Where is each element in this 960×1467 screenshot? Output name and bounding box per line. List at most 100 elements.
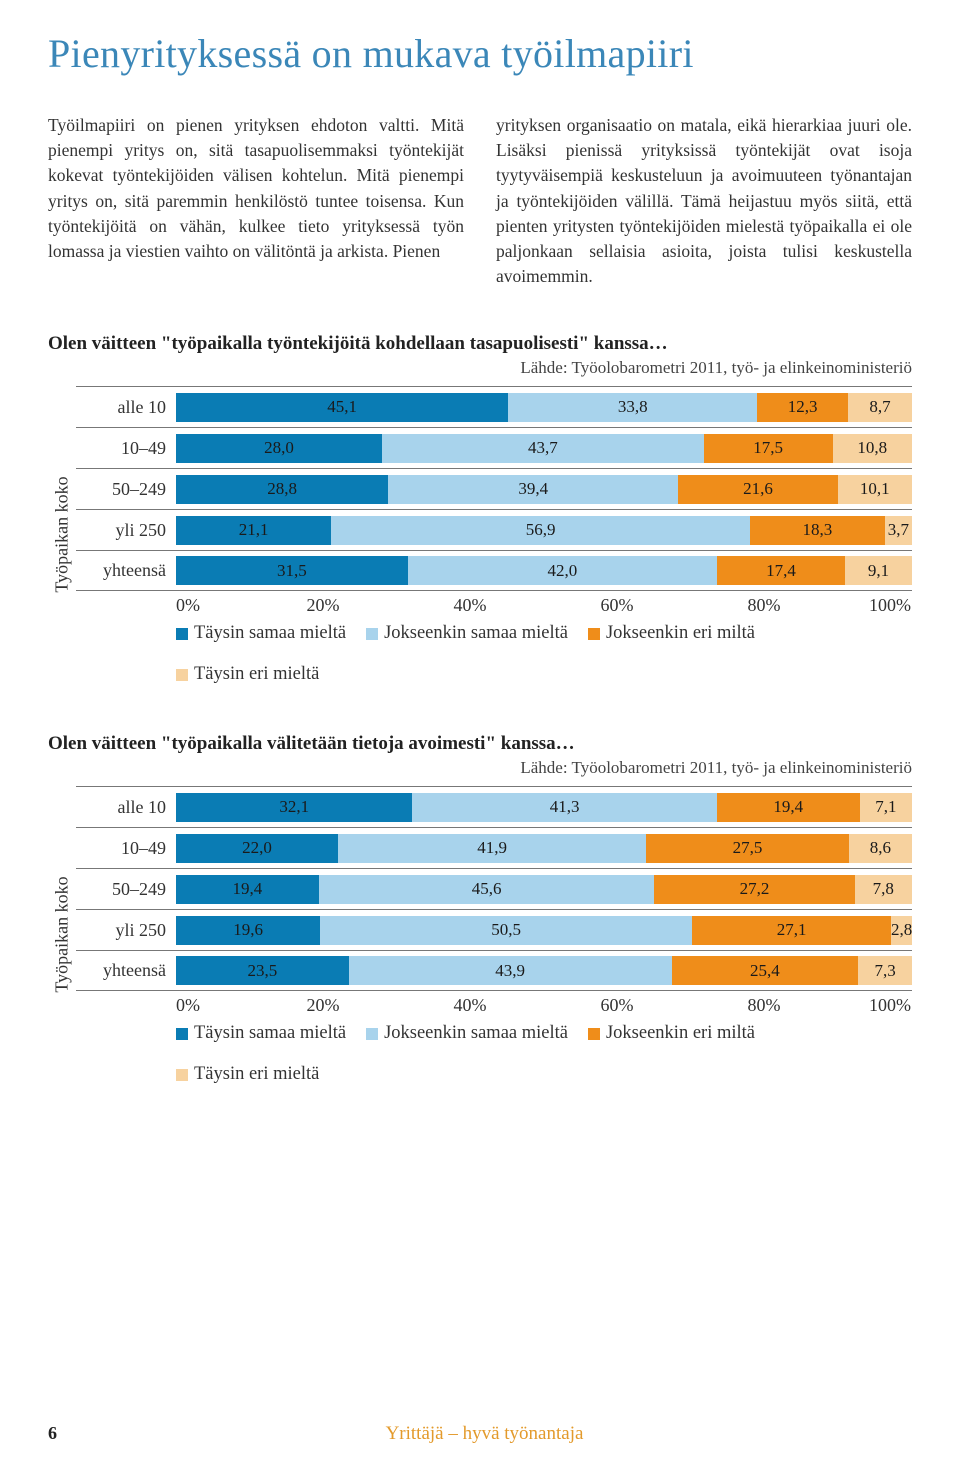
legend-label: Jokseenkin samaa mieltä xyxy=(384,1023,568,1044)
chart-1-bar-row: 45,133,812,38,7 xyxy=(176,386,912,427)
chart-1-y-axis: Työpaikan koko xyxy=(48,384,76,685)
chart-1-row-label: alle 10 xyxy=(76,386,176,427)
chart-1-legend-item: Jokseenkin samaa mieltä xyxy=(366,623,568,644)
chart-1-segment: 9,1 xyxy=(845,556,912,585)
chart-1-segment: 18,3 xyxy=(750,516,885,545)
chart-2-row-label: alle 10 xyxy=(76,786,176,827)
chart-2-legend-item: Täysin samaa mieltä xyxy=(176,1023,346,1044)
page-footer: 6 Yrittäjä – hyvä työnantaja xyxy=(48,1423,912,1445)
chart-2-segment: 7,8 xyxy=(855,875,912,904)
chart-2-segment: 19,6 xyxy=(176,916,320,945)
chart-2-segment: 27,1 xyxy=(692,916,891,945)
chart-2-legend-item: Jokseenkin eri miltä xyxy=(588,1023,755,1044)
chart-2-source: Lähde: Työolobarometri 2011, työ- ja eli… xyxy=(48,758,912,778)
chart-2-segment: 2,8 xyxy=(891,916,912,945)
chart-2-bar-row: 22,041,927,58,6 xyxy=(176,827,912,868)
chart-1-row-label: 10–49 xyxy=(76,427,176,468)
chart-1-segment: 17,5 xyxy=(704,434,833,463)
legend-label: Täysin eri mieltä xyxy=(194,1064,319,1085)
chart-2-bar-row: 19,445,627,27,8 xyxy=(176,868,912,909)
chart-2-y-axis-label: Työpaikan koko xyxy=(52,877,73,993)
chart-1-bar-row: 28,043,717,510,8 xyxy=(176,427,912,468)
chart-1-bar-row: 21,156,918,33,7 xyxy=(176,509,912,550)
legend-swatch xyxy=(176,669,188,681)
chart-1-title: Olen väitteen "työpaikalla työntekijöitä… xyxy=(48,333,912,355)
legend-label: Täysin samaa mieltä xyxy=(194,1023,346,1044)
chart-1-segment: 10,1 xyxy=(838,475,912,504)
chart-2-segment: 22,0 xyxy=(176,834,338,863)
page: Pienyrityksessä on mukava työilmapiiri T… xyxy=(0,0,960,1467)
chart-1-bar-row: 28,839,421,610,1 xyxy=(176,468,912,509)
legend-swatch xyxy=(366,1028,378,1040)
chart-1-y-axis-label: Työpaikan koko xyxy=(52,477,73,593)
chart-1-segment: 56,9 xyxy=(331,516,750,545)
chart-1-segment: 28,0 xyxy=(176,434,382,463)
chart-2-bar-row: 19,650,527,12,8 xyxy=(176,909,912,950)
chart-2-row-labels: alle 1010–4950–249yli 250yhteensä xyxy=(76,784,176,1085)
legend-label: Jokseenkin eri miltä xyxy=(606,1023,755,1044)
chart-1-segment: 43,7 xyxy=(382,434,704,463)
chart-1-row-label: yli 250 xyxy=(76,509,176,550)
chart-1-segment: 10,8 xyxy=(833,434,912,463)
legend-swatch xyxy=(176,628,188,640)
chart-1-segment: 28,8 xyxy=(176,475,388,504)
chart-2-bar-row: 32,141,319,47,1 xyxy=(176,786,912,827)
chart-2-segment: 27,2 xyxy=(654,875,854,904)
chart-2-segment: 19,4 xyxy=(176,875,319,904)
chart-2: Olen väitteen "työpaikalla välitetään ti… xyxy=(48,733,912,1085)
chart-2-bar-row: 23,543,925,47,3 xyxy=(176,950,912,991)
chart-1-segment: 39,4 xyxy=(388,475,678,504)
chart-1-row-label: 50–249 xyxy=(76,468,176,509)
page-title: Pienyrityksessä on mukava työilmapiiri xyxy=(48,30,912,77)
chart-2-segment: 19,4 xyxy=(717,793,860,822)
chart-2-legend-item: Jokseenkin samaa mieltä xyxy=(366,1023,568,1044)
legend-label: Jokseenkin eri miltä xyxy=(606,623,755,644)
chart-1-segment: 45,1 xyxy=(176,393,508,422)
body-text-right: yrityksen organisaatio on matala, eikä h… xyxy=(496,113,912,289)
legend-swatch xyxy=(176,1028,188,1040)
chart-1-segment: 12,3 xyxy=(757,393,848,422)
chart-1-segment: 33,8 xyxy=(508,393,757,422)
chart-1-source: Lähde: Työolobarometri 2011, työ- ja eli… xyxy=(48,358,912,378)
chart-2-segment: 50,5 xyxy=(320,916,692,945)
legend-label: Jokseenkin samaa mieltä xyxy=(384,623,568,644)
body-text-columns: Työilmapiiri on pienen yrityksen ehdoton… xyxy=(48,113,912,289)
chart-2-x-axis: 0%20%40%60%80%100% xyxy=(176,991,912,995)
chart-2-row-label: yli 250 xyxy=(76,909,176,950)
chart-2-segment: 8,6 xyxy=(849,834,912,863)
chart-1-body: Työpaikan koko alle 1010–4950–249yli 250… xyxy=(48,384,912,685)
chart-2-segment: 23,5 xyxy=(176,956,349,985)
chart-1-legend-item: Täysin eri mieltä xyxy=(176,664,319,685)
chart-2-y-axis: Työpaikan koko xyxy=(48,784,76,1085)
chart-2-title: Olen väitteen "työpaikalla välitetään ti… xyxy=(48,733,912,755)
chart-2-legend-item: Täysin eri mieltä xyxy=(176,1064,319,1085)
chart-2-legend: Täysin samaa mieltä Jokseenkin samaa miel… xyxy=(176,1023,912,1085)
chart-1-segment: 8,7 xyxy=(848,393,912,422)
chart-2-segment: 25,4 xyxy=(672,956,859,985)
chart-1-segment: 42,0 xyxy=(408,556,717,585)
chart-2-segment: 45,6 xyxy=(319,875,655,904)
chart-1-segment: 31,5 xyxy=(176,556,408,585)
chart-2-segment: 43,9 xyxy=(349,956,672,985)
chart-2-row-label: 10–49 xyxy=(76,827,176,868)
chart-1-segment: 3,7 xyxy=(885,516,912,545)
chart-1-legend-item: Jokseenkin eri miltä xyxy=(588,623,755,644)
chart-2-row-label: 50–249 xyxy=(76,868,176,909)
chart-2-segment: 27,5 xyxy=(646,834,848,863)
chart-2-segment: 32,1 xyxy=(176,793,412,822)
legend-swatch xyxy=(366,628,378,640)
body-text-left: Työilmapiiri on pienen yrityksen ehdoton… xyxy=(48,113,464,289)
legend-swatch xyxy=(176,1069,188,1081)
chart-2-body: Työpaikan koko alle 1010–4950–249yli 250… xyxy=(48,784,912,1085)
chart-2-bars: 32,141,319,47,122,041,927,58,619,445,627… xyxy=(176,784,912,1085)
chart-1-row-label: yhteensä xyxy=(76,550,176,591)
chart-2-row-label: yhteensä xyxy=(76,950,176,991)
page-number: 6 xyxy=(48,1423,57,1444)
chart-1-row-labels: alle 1010–4950–249yli 250yhteensä xyxy=(76,384,176,685)
chart-1-x-axis: 0%20%40%60%80%100% xyxy=(176,591,912,595)
chart-1-legend-item: Täysin samaa mieltä xyxy=(176,623,346,644)
chart-1: Olen väitteen "työpaikalla työntekijöitä… xyxy=(48,333,912,685)
legend-swatch xyxy=(588,1028,600,1040)
chart-1-segment: 21,6 xyxy=(678,475,837,504)
chart-2-segment: 41,9 xyxy=(338,834,646,863)
